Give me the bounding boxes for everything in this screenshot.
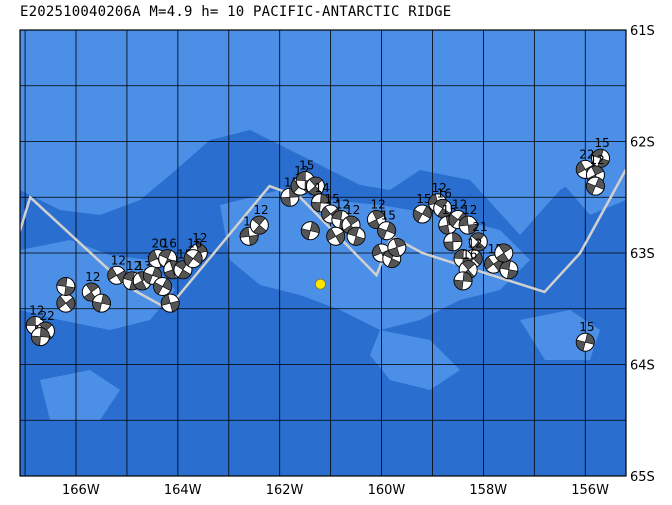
longitude-label: 160W [368,483,406,498]
mechanism-depth-label: 12 [467,237,482,251]
mechanism-depth-label: 15 [325,192,340,206]
graticule [20,30,626,476]
map-area: 1222121212121315201615121611215121514151… [20,30,626,476]
mechanism-depth-label: 15 [579,320,594,334]
focal-mechanism-beachball [249,215,269,235]
latitude-label: 63S [630,247,655,262]
longitude-label: 156W [571,483,609,498]
longitude-label: 164W [164,483,202,498]
mechanism-depth-label: 16 [162,237,177,251]
focal-mechanism-beachball [107,265,127,285]
focal-mechanisms: 1222121212121315201615121611215121514151… [25,136,611,352]
mechanism-depth-label: 21 [472,220,487,234]
focal-mechanism-beachball [300,221,320,241]
focal-mechanism-beachball [458,215,478,235]
focal-mechanism-beachball [160,293,180,313]
mechanism-depth-label: 16 [437,186,452,200]
mechanism-depth-label: 22 [579,147,594,161]
mechanism-depth-label: 15 [299,159,314,173]
mechanism-depth-label: 1 [243,214,251,228]
mechanism-depth-label: 15 [595,136,610,150]
focal-mechanism-beachball [56,293,76,313]
mechanism-depth-label: 14 [314,181,329,195]
latitude-label: 65S [630,470,655,485]
focal-mechanism-beachball [387,237,407,257]
mechanism-depth-label: 12 [345,203,360,217]
focal-mechanism-beachball [443,232,463,252]
mechanism-depth-label: 15 [416,192,431,206]
mechanism-depth-label: 12 [432,181,447,195]
focal-mechanism-beachball [30,327,50,347]
latitude-label: 62S [630,136,655,151]
latitude-labels: 61S 62S 63S 64S 65S [630,24,655,485]
focal-mechanism-beachball [575,332,595,352]
focal-mechanism-beachball [433,198,453,218]
mechanism-depth-label: 16 [187,237,202,251]
focal-mechanism-beachball [346,226,366,246]
latitude-label: 64S [630,359,655,374]
focal-mechanism-beachball [412,204,432,224]
focal-mechanism-beachball [326,226,346,246]
mechanism-depth-label: 12 [85,270,100,284]
focal-mechanism-beachball [494,243,514,263]
mechanism-depth-label: 12 [111,253,126,267]
focal-mechanism-beachball [153,276,173,296]
longitude-labels: 166W 164W 162W 160W 158W 156W [62,483,609,498]
focal-mechanism-beachball [499,260,519,280]
mechanism-depth-label: 12 [589,153,604,167]
mechanism-depth-label: 12 [370,198,385,212]
mechanism-depth-label: 12 [29,303,44,317]
focal-mechanism-beachball [56,276,76,296]
mechanism-depth-label: 12 [452,198,467,212]
mechanism-depth-label: 15 [381,209,396,223]
focal-mechanism-beachball [305,176,325,196]
mechanism-depth-label: 12 [192,231,207,245]
event-epicenter-marker [315,278,326,290]
focal-mechanism-beachball [183,249,203,269]
mechanism-depth-label: 12 [253,203,268,217]
mechanism-depth-label: 12 [126,259,141,273]
mechanism-depth-label: 16 [462,248,477,262]
focal-mechanism-beachball [453,271,473,291]
focal-mechanism-beachball [91,293,111,313]
mechanism-depth-label: 20 [151,237,166,251]
focal-mechanism-beachball [377,221,397,241]
longitude-label: 158W [469,483,507,498]
mechanism-depth-label: 12 [462,203,477,217]
focal-mechanism-beachball [585,176,605,196]
map-title: E202510040206A M=4.9 h= 10 PACIFIC-ANTAR… [20,4,452,20]
mechanism-depth-label: 22 [39,309,54,323]
longitude-label: 162W [266,483,304,498]
latitude-label: 61S [630,24,655,39]
map-frame [19,29,627,477]
mechanism-depth-label: 12 [335,198,350,212]
longitude-label: 166W [62,483,100,498]
